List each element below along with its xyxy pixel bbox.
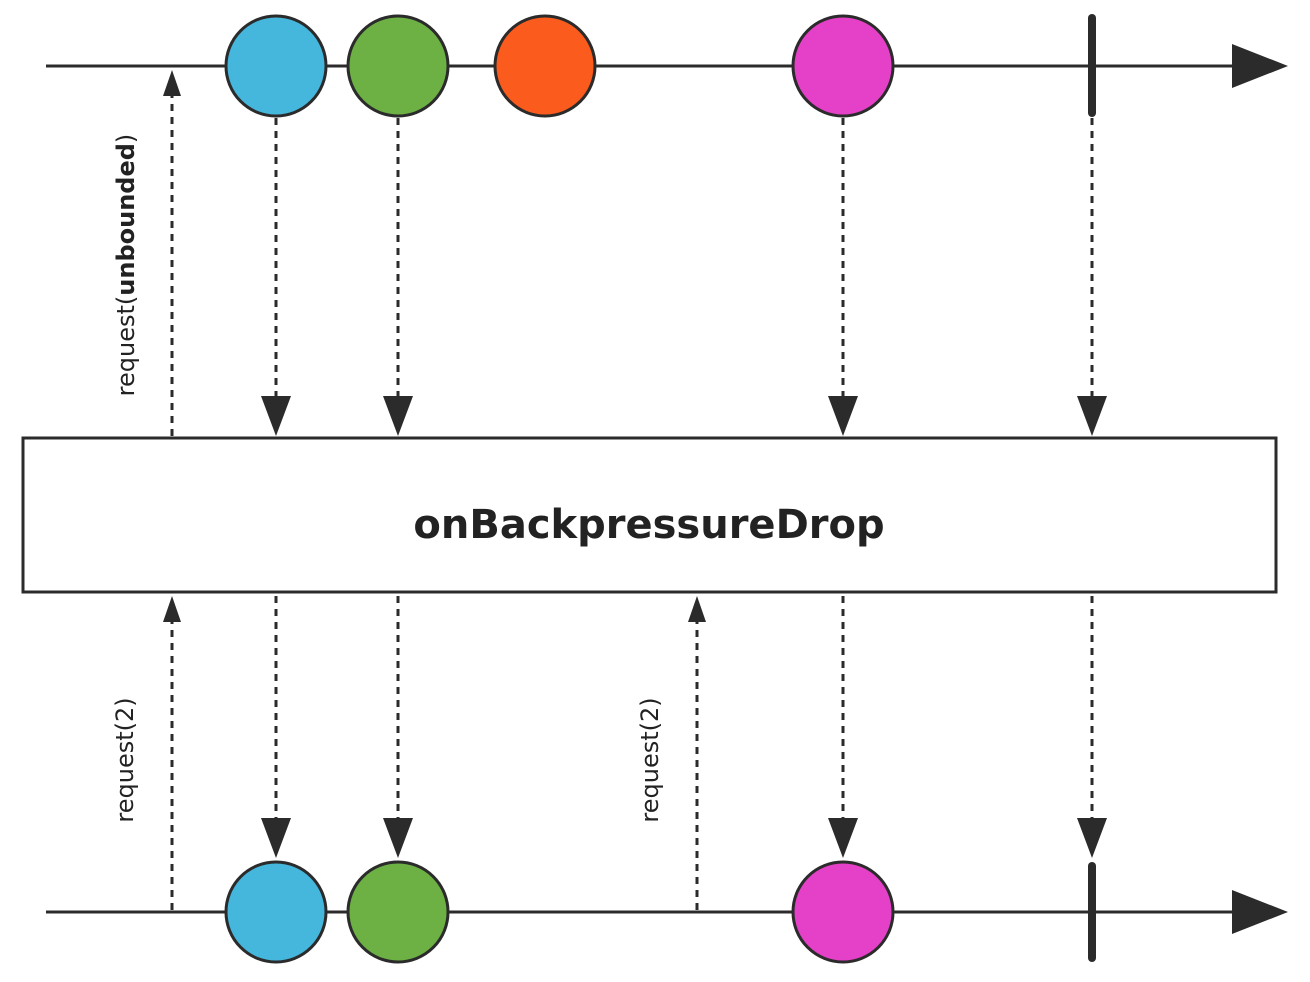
source-marble-orange-dropped [493,14,597,118]
operator-to-result-arrows [261,596,1107,858]
result-marble-blue [224,860,328,964]
arrow-head [828,396,858,436]
arrow-head [688,596,706,622]
source-timeline-arrowhead [1232,44,1288,88]
operator-label: onBackpressureDrop [413,502,884,548]
result-marble-magenta [791,860,895,964]
arrow-head [1077,396,1107,436]
arrow-head [383,818,413,858]
result-marble-green [346,860,450,964]
arrow-head [383,396,413,436]
arrow-head [1077,818,1107,858]
operator-box [21,436,1278,594]
arrow-head [828,818,858,858]
source-marbles [224,14,1096,118]
downstream-request-label: request(2) [111,697,139,822]
arrow-head [163,596,181,622]
arrow-head [163,70,181,96]
source-marble-green [346,14,450,118]
source-marble-blue [224,14,328,118]
downstream-request-arrows [163,596,706,910]
arrow-head [261,818,291,858]
upstream-request-arrow [163,70,181,436]
result-marbles [224,860,1096,964]
result-timeline-arrowhead [1232,890,1288,934]
source-to-operator-arrows [261,118,1107,436]
upstream-request-label: request(unbounded) [112,134,140,397]
downstream-request-label: request(2) [636,697,664,822]
source-marble-magenta [791,14,895,118]
upstream-request-amount: unbounded [112,143,140,296]
arrow-head [261,396,291,436]
